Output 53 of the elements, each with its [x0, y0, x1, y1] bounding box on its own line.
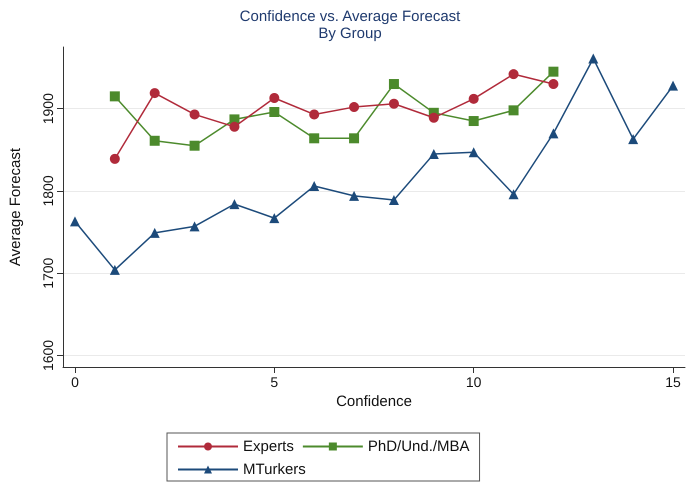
point — [508, 105, 519, 116]
point — [548, 79, 558, 90]
point — [110, 154, 120, 164]
point — [588, 54, 598, 64]
point — [548, 128, 558, 138]
point — [548, 66, 558, 77]
point — [349, 133, 360, 144]
legend-label: MTurkers — [243, 461, 306, 478]
point — [229, 122, 240, 132]
chart-title: Confidence vs. Average Forecast — [240, 8, 462, 25]
legend-label: Experts — [243, 438, 294, 455]
point — [110, 264, 120, 275]
point — [349, 190, 360, 201]
chart-subtitle: By Group — [318, 25, 382, 42]
point — [309, 133, 320, 144]
point — [70, 216, 80, 226]
point — [349, 102, 360, 112]
point — [269, 106, 280, 117]
point — [388, 79, 399, 90]
y-tick-label: 1800 — [40, 175, 56, 207]
point — [190, 140, 200, 151]
x-tick-label: 0 — [71, 374, 80, 390]
point — [269, 213, 280, 224]
point — [428, 112, 439, 123]
point — [468, 147, 479, 158]
x-tick-label: 10 — [466, 374, 482, 390]
legend-label: PhD/Und./MBA — [368, 438, 470, 455]
point — [110, 91, 120, 102]
point — [229, 199, 240, 210]
point — [468, 116, 479, 126]
x-axis-title: Confidence — [336, 392, 412, 410]
point — [190, 221, 200, 232]
point — [628, 134, 638, 144]
point — [309, 181, 320, 192]
point — [668, 80, 678, 91]
y-tick-label: 1700 — [40, 257, 56, 289]
point — [269, 93, 280, 103]
point — [150, 88, 160, 98]
y-tick-label: 1600 — [40, 340, 56, 372]
point — [428, 148, 439, 159]
point — [388, 98, 399, 109]
y-tick-label: 1900 — [40, 92, 56, 124]
point — [508, 189, 519, 200]
point — [508, 69, 519, 80]
point — [468, 94, 479, 104]
y-axis-title: Average Forecast — [7, 147, 24, 266]
x-tick-label: 5 — [270, 374, 278, 390]
point — [150, 136, 160, 146]
point — [190, 109, 200, 120]
point — [388, 195, 399, 206]
x-tick-label: 15 — [665, 374, 682, 390]
point — [309, 109, 320, 120]
point — [150, 228, 160, 238]
